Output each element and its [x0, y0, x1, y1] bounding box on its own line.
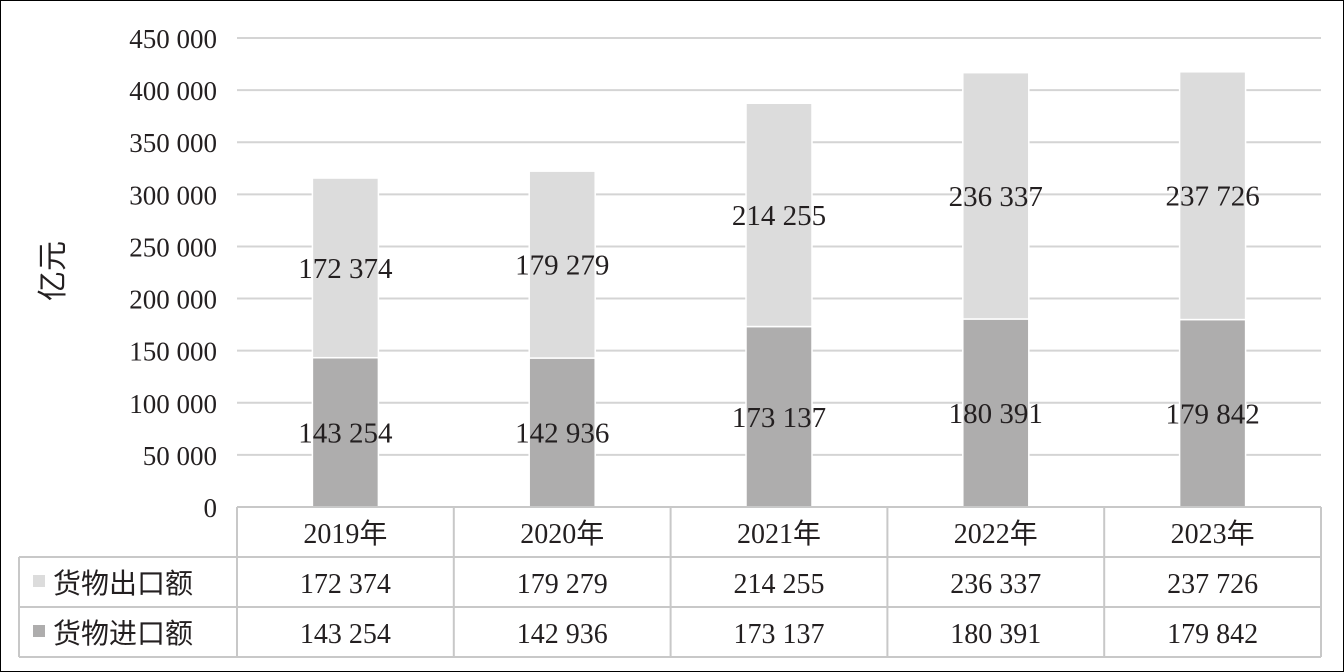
x-tick-label: 2021年 — [737, 518, 821, 550]
bar-segment — [1178, 71, 1247, 321]
y-tick-label: 150 000 — [129, 337, 217, 367]
y-tick-label: 0 — [204, 493, 218, 523]
data-label: 237 726 — [1165, 181, 1259, 213]
bar-segment — [962, 318, 1030, 508]
data-label: 236 337 — [949, 181, 1043, 213]
table-cell: 172 374 — [300, 569, 391, 600]
bar-segment — [745, 102, 813, 328]
y-axis: 0 50 000 100 000 150 000 200 000 250 000 300 0… — [129, 24, 217, 523]
table-cell: 236 337 — [950, 569, 1041, 600]
y-tick-label: 350 000 — [129, 128, 217, 158]
table-cell: 143 254 — [300, 619, 391, 650]
x-tick-label: 2019年 — [303, 518, 387, 550]
y-tick-label: 400 000 — [129, 76, 217, 106]
data-label: 172 374 — [298, 253, 393, 285]
data-label: 179 279 — [515, 250, 609, 282]
data-label: 143 254 — [298, 417, 393, 449]
bar-segment — [962, 71, 1030, 320]
data-label: 214 255 — [732, 200, 826, 232]
legend-label: 货物出口额 — [53, 568, 193, 600]
data-label: 180 391 — [949, 398, 1043, 430]
y-tick-label: 450 000 — [129, 24, 217, 54]
legend-label: 货物进口额 — [53, 618, 193, 650]
legend-key — [33, 625, 45, 637]
bars — [311, 71, 1247, 508]
data-label: 142 936 — [515, 418, 609, 450]
data-label: 173 137 — [732, 402, 826, 434]
table-cell: 142 936 — [517, 619, 608, 650]
bar-segment — [745, 325, 813, 508]
bar-segment — [1178, 318, 1247, 508]
legend-key — [33, 575, 45, 587]
y-tick-label: 300 000 — [129, 180, 217, 210]
y-tick-label: 200 000 — [129, 285, 217, 315]
x-tick-label: 2020年 — [520, 518, 604, 550]
y-axis-label: 亿元 — [37, 241, 70, 301]
data-labels: 143 254 172 374 142 936 179 279 173 137 214 2… — [298, 181, 1259, 450]
table-cell: 179 279 — [517, 569, 608, 600]
data-label: 179 842 — [1165, 398, 1259, 430]
x-tick-label: 2023年 — [1171, 518, 1255, 550]
table-cell: 214 255 — [734, 569, 825, 600]
y-tick-label: 50 000 — [143, 441, 217, 471]
table-cell: 179 842 — [1167, 619, 1258, 650]
table-cell: 180 391 — [950, 619, 1041, 650]
x-tick-label: 2022年 — [954, 518, 1038, 550]
y-tick-label: 250 000 — [129, 232, 217, 262]
table-cell: 237 726 — [1167, 569, 1258, 600]
bar-segment — [528, 170, 596, 359]
bar-segment — [311, 177, 380, 359]
table-cell: 173 137 — [734, 619, 825, 650]
y-tick-label: 100 000 — [129, 389, 217, 419]
